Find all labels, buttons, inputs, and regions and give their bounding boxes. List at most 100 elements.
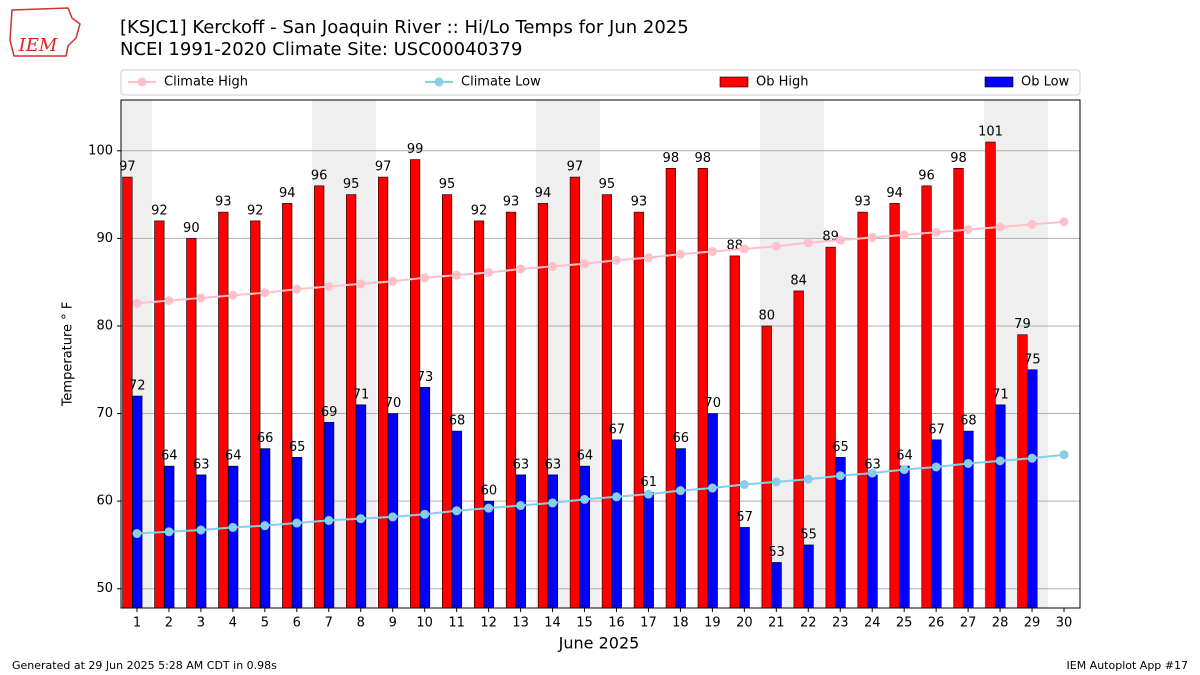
line-marker: [580, 494, 590, 504]
line-marker: [516, 501, 526, 511]
bar: [1017, 334, 1028, 609]
line-marker: [292, 284, 302, 294]
line-marker: [899, 465, 909, 475]
bar: [515, 474, 526, 609]
legend-box: [120, 69, 1081, 96]
bar: [547, 474, 558, 609]
data-label: 92: [247, 203, 264, 218]
data-label: 92: [471, 203, 488, 218]
data-label: 95: [439, 177, 456, 192]
bar: [196, 474, 207, 609]
line-marker: [707, 247, 717, 257]
data-label: 97: [119, 160, 136, 175]
line-marker: [484, 268, 494, 278]
line-marker: [1059, 450, 1069, 460]
x-tick-label: 2: [165, 616, 173, 631]
line-marker: [867, 468, 877, 478]
line-marker: [484, 503, 494, 513]
bar: [579, 465, 590, 609]
x-tick-label: 28: [992, 616, 1009, 631]
data-label: 98: [950, 151, 967, 166]
y-axis-label: Temperature ° F: [61, 302, 76, 408]
x-tick-label: 25: [896, 616, 913, 631]
legend-swatch: [719, 76, 749, 88]
line-marker: [931, 462, 941, 472]
data-label: 94: [535, 186, 552, 201]
bar: [154, 220, 165, 609]
line-marker: [196, 525, 206, 535]
data-label: 63: [545, 457, 562, 472]
line-marker: [132, 529, 142, 539]
line-marker: [835, 235, 845, 245]
bar: [164, 465, 175, 609]
x-tick-label: 18: [672, 616, 689, 631]
x-tick-label: 17: [640, 616, 657, 631]
line-marker: [260, 521, 270, 531]
line-marker: [963, 458, 973, 468]
bar: [569, 176, 581, 609]
data-label: 71: [353, 387, 370, 402]
bar: [355, 404, 367, 609]
line-marker: [420, 509, 430, 519]
bar: [483, 500, 495, 609]
data-label: 98: [695, 151, 712, 166]
data-label: 96: [311, 168, 328, 183]
line-marker: [867, 233, 877, 243]
x-tick-label: 30: [1056, 616, 1073, 631]
data-label: 90: [183, 221, 200, 236]
line-marker: [771, 477, 781, 487]
line-marker: [675, 486, 685, 496]
bar: [250, 220, 261, 609]
data-label: 64: [225, 449, 242, 464]
y-tick-label: 80: [96, 318, 113, 333]
line: [136, 453, 1065, 535]
bar: [505, 211, 517, 609]
bar: [963, 430, 974, 609]
line-marker: [643, 253, 653, 263]
data-label: 64: [896, 449, 913, 464]
y-tick-label: 60: [96, 494, 113, 509]
bar: [292, 457, 303, 609]
data-label: 53: [768, 545, 785, 560]
data-label: 66: [257, 431, 274, 446]
line-marker: [356, 279, 366, 289]
line-marker: [260, 288, 270, 298]
line-marker: [356, 514, 366, 524]
line-marker: [739, 480, 749, 490]
bar: [857, 211, 868, 609]
data-label: 72: [129, 379, 146, 394]
bar: [761, 325, 772, 609]
x-tick-label: 7: [325, 616, 333, 631]
data-label: 61: [640, 475, 657, 490]
bar: [419, 386, 431, 609]
bar: [441, 194, 453, 609]
data-label: 68: [449, 414, 466, 429]
bar: [324, 422, 335, 609]
legend-swatch: [984, 76, 1014, 88]
data-label: 80: [758, 308, 775, 323]
line-marker: [452, 270, 462, 280]
footer-left: Generated at 29 Jun 2025 5:28 AM CDT in …: [12, 659, 277, 672]
data-label: 63: [864, 457, 881, 472]
x-tick-label: 14: [544, 616, 561, 631]
data-label: 69: [321, 405, 338, 420]
x-tick-label: 3: [197, 616, 205, 631]
bar: [186, 238, 197, 609]
bar: [793, 290, 804, 609]
bar: [473, 220, 485, 609]
line-marker: [228, 522, 238, 532]
line-marker: [803, 238, 813, 248]
line: [136, 220, 1065, 305]
bar: [707, 413, 718, 609]
line-marker: [803, 474, 813, 484]
line-marker: [164, 527, 174, 537]
data-label: 63: [193, 457, 210, 472]
data-label: 94: [279, 186, 296, 201]
line-marker: [739, 244, 749, 254]
bar: [985, 141, 996, 609]
x-tick-label: 23: [832, 616, 849, 631]
bar: [921, 185, 932, 609]
data-label: 73: [417, 370, 434, 385]
x-tick-label: 10: [416, 616, 433, 631]
x-tick-label: 4: [229, 616, 237, 631]
